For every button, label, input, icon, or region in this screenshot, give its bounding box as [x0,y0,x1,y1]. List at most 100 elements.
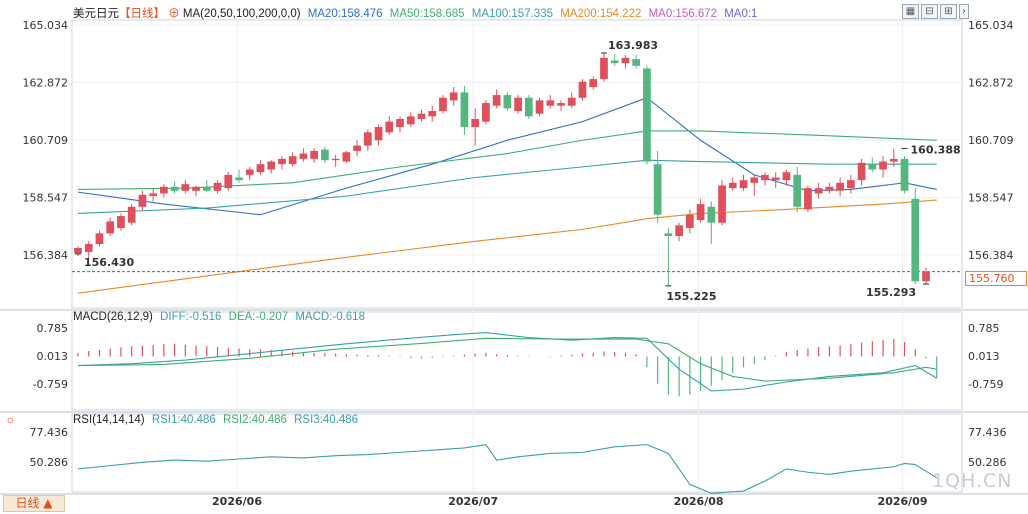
candle [406,116,415,125]
candle [793,174,802,207]
candle [181,184,190,191]
ma-params-label[interactable]: MA(20,50,100,200,0,0) [182,8,301,20]
candle [578,81,587,98]
rsi-tick-right: 50.286 [968,456,1007,469]
candle [471,118,480,127]
watermark: 1QH.CN [932,470,1013,492]
zoom-out-icon[interactable]: ⊟ [921,4,938,19]
price-tick-right: 160.709 [968,134,1014,147]
candle [524,97,533,117]
candle [643,68,651,162]
price-tick-right: 158.547 [968,192,1014,205]
scroll-icon[interactable]: › [959,4,969,19]
price-tick-left: 156.384 [23,249,69,262]
candle [374,126,383,141]
candle [385,121,394,133]
candle [213,182,222,191]
candle [321,149,329,161]
candle [202,186,211,191]
candle [117,216,125,229]
rsi-tick-right: 77.436 [968,426,1007,439]
ma20-label: MA20:158.476 [307,8,383,20]
candle [653,164,662,215]
rsi1-label: RSI1:40.486 [151,414,216,426]
candle [868,164,877,170]
extreme-label: 160.388 [911,144,961,157]
candle [363,132,372,146]
candle [482,103,490,122]
candle [417,113,426,119]
price-tick-left: 162.872 [23,77,69,90]
x-tick-label: 2026/08 [674,495,724,508]
candle [567,97,576,106]
candle [170,186,179,191]
macd-panel-frame [71,311,963,411]
price-tick-left: 158.547 [23,192,69,205]
settings-icon[interactable]: ⊕ [168,8,180,20]
x-tick-label: 2026/06 [212,495,262,508]
grid-icon[interactable]: ▦ [902,4,919,19]
candle [245,169,254,175]
x-tick-label: 2026/07 [448,495,498,508]
candle [235,177,243,181]
ma0-label: MA0:156.672 [648,8,718,20]
candle [192,186,200,191]
candle [610,60,619,64]
candle [889,158,898,162]
macd-diff-label: DIFF:-0.516 [160,311,222,323]
candle [846,180,855,189]
price-tick-left: 160.709 [23,134,69,147]
ma-line-ma50 [77,130,937,191]
candle [310,150,319,159]
candle [589,79,598,88]
period-button[interactable]: 日线 ▲ [3,495,65,512]
current-price-box: 155.760 [965,271,1027,286]
candle [449,92,458,101]
candle [750,177,759,183]
macd-value-label: MACD:-0.618 [295,311,365,323]
period-tag[interactable]: 【日线】 [119,8,165,20]
candle [804,188,812,210]
macd-dea-line [77,337,937,382]
candle [267,161,276,170]
candle [557,103,565,106]
candle [503,95,512,109]
candle [342,152,351,162]
candle [492,95,501,106]
macd-legend: MACD(26,12,9) DIFF:-0.516 DEA:-0.207 MAC… [73,311,365,323]
candle [127,206,136,223]
rsi-legend: ☼ [5,414,16,426]
macd-tick-right: 0.013 [968,350,1000,363]
macd-tick-left: -0.759 [33,378,68,391]
price-tick-left: 165.034 [23,19,69,32]
ma-line-ma100 [77,159,937,214]
candle [814,188,823,194]
ma0-label-2: MA0:1 [724,8,758,20]
rsi-panel-frame [71,413,963,493]
candle [84,243,93,252]
rsi-params-label[interactable]: RSI(14,14,14) [73,414,145,426]
ma50-label: MA50:158.685 [389,8,465,20]
extreme-label: 156.430 [84,256,134,269]
candle [288,156,297,165]
rsi-line [77,444,938,494]
macd-params-label[interactable]: MACD(26,12,9) [73,311,153,323]
extreme-label: 163.983 [608,39,658,52]
candle [771,177,780,181]
rsi-tick-left: 50.286 [30,456,69,469]
macd-tick-left: 0.013 [37,350,69,363]
candle [825,186,834,191]
candle [160,186,168,194]
candle [675,225,683,237]
candle [600,57,608,80]
price-tick-right: 156.384 [968,249,1014,262]
candle [739,180,748,189]
macd-tick-right: 0.785 [968,322,1000,335]
zoom-in-icon[interactable]: ⊞ [940,4,957,19]
rsi-settings-icon[interactable]: ☼ [5,414,16,426]
candle [299,153,308,159]
rsi-legend-labels: RSI(14,14,14) RSI1:40.486 RSI2:40.486 RS… [73,414,358,426]
candle [460,92,469,127]
macd-tick-left: 0.785 [37,322,69,335]
